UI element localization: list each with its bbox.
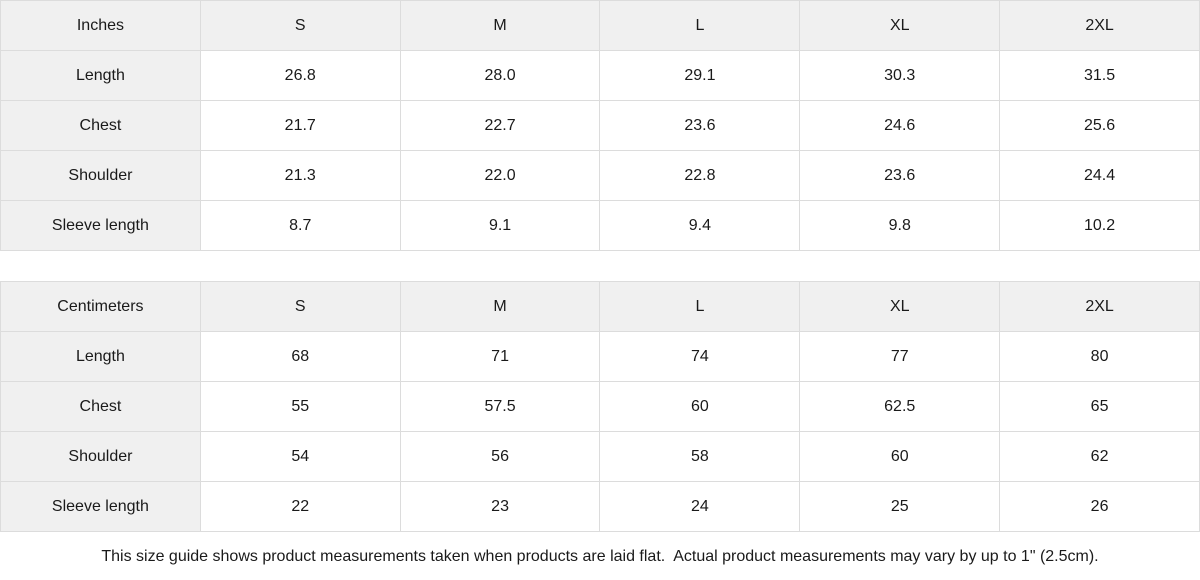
measurement-value-cell: 29.1 — [599, 50, 801, 101]
size-column-header: S — [199, 0, 401, 51]
measurement-value-cell: 9.8 — [799, 200, 1001, 251]
size-column-header: L — [599, 0, 801, 51]
measurement-value-cell: 24.6 — [799, 100, 1001, 151]
size-header-row: Inches S M L XL 2XL — [0, 0, 1200, 51]
measurement-value-cell: 68 — [199, 331, 401, 382]
measurement-value-cell: 30.3 — [799, 50, 1001, 101]
measurement-value-cell: 31.5 — [999, 50, 1200, 101]
measurement-value-cell: 10.2 — [999, 200, 1200, 251]
size-column-header: L — [599, 281, 801, 332]
unit-header-cell: Inches — [0, 0, 201, 51]
table-row: Length 26.8 28.0 29.1 30.3 31.5 — [0, 50, 1200, 101]
measurement-value-cell: 22.0 — [399, 150, 601, 201]
measurement-value-cell: 77 — [799, 331, 1001, 382]
measurement-value-cell: 62.5 — [799, 381, 1001, 432]
measurement-label-cell: Shoulder — [0, 431, 201, 482]
table-row: Shoulder 21.3 22.0 22.8 23.6 24.4 — [0, 150, 1200, 201]
measurement-value-cell: 24 — [599, 481, 801, 532]
size-column-header: S — [199, 281, 401, 332]
measurement-value-cell: 58 — [599, 431, 801, 482]
unit-header-cell: Centimeters — [0, 281, 201, 332]
measurement-value-cell: 21.3 — [199, 150, 401, 201]
size-table-inches: Inches S M L XL 2XL Length 26.8 28.0 29.1 30.3 31.5… — [0, 0, 1200, 251]
measurement-value-cell: 80 — [999, 331, 1200, 382]
table-row: Chest 21.7 22.7 23.6 24.6 25.6 — [0, 100, 1200, 151]
measurement-value-cell: 26.8 — [199, 50, 401, 101]
measurement-value-cell: 60 — [799, 431, 1001, 482]
size-header-row: Centimeters S M L XL 2XL — [0, 281, 1200, 332]
size-column-header: XL — [799, 281, 1001, 332]
measurement-value-cell: 22.8 — [599, 150, 801, 201]
measurement-label-cell: Chest — [0, 381, 201, 432]
measurement-value-cell: 23.6 — [599, 100, 801, 151]
measurement-value-cell: 22.7 — [399, 100, 601, 151]
measurement-value-cell: 71 — [399, 331, 601, 382]
measurement-value-cell: 57.5 — [399, 381, 601, 432]
measurement-value-cell: 21.7 — [199, 100, 401, 151]
size-column-header: 2XL — [999, 0, 1200, 51]
measurement-label-cell: Chest — [0, 100, 201, 151]
table-row: Sleeve length 8.7 9.1 9.4 9.8 10.2 — [0, 200, 1200, 251]
measurement-value-cell: 24.4 — [999, 150, 1200, 201]
measurement-label-cell: Length — [0, 50, 201, 101]
table-row: Shoulder 54 56 58 60 62 — [0, 431, 1200, 482]
table-gap — [0, 251, 1200, 281]
size-column-header: XL — [799, 0, 1001, 51]
measurement-label-cell: Length — [0, 331, 201, 382]
measurement-value-cell: 25 — [799, 481, 1001, 532]
measurement-label-cell: Sleeve length — [0, 200, 201, 251]
measurement-label-cell: Sleeve length — [0, 481, 201, 532]
measurement-value-cell: 62 — [999, 431, 1200, 482]
measurement-value-cell: 74 — [599, 331, 801, 382]
table-row: Length 68 71 74 77 80 — [0, 331, 1200, 382]
footer-note: This size guide shows product measuremen… — [0, 532, 1200, 580]
measurement-value-cell: 26 — [999, 481, 1200, 532]
measurement-value-cell: 65 — [999, 381, 1200, 432]
measurement-value-cell: 23.6 — [799, 150, 1001, 201]
measurement-value-cell: 22 — [199, 481, 401, 532]
measurement-value-cell: 28.0 — [399, 50, 601, 101]
size-column-header: M — [399, 0, 601, 51]
measurement-value-cell: 9.4 — [599, 200, 801, 251]
table-row: Chest 55 57.5 60 62.5 65 — [0, 381, 1200, 432]
measurement-value-cell: 54 — [199, 431, 401, 482]
table-row: Sleeve length 22 23 24 25 26 — [0, 481, 1200, 532]
measurement-value-cell: 55 — [199, 381, 401, 432]
measurement-value-cell: 60 — [599, 381, 801, 432]
measurement-value-cell: 23 — [399, 481, 601, 532]
measurement-value-cell: 25.6 — [999, 100, 1200, 151]
measurement-value-cell: 8.7 — [199, 200, 401, 251]
measurement-value-cell: 9.1 — [399, 200, 601, 251]
measurement-label-cell: Shoulder — [0, 150, 201, 201]
size-table-centimeters: Centimeters S M L XL 2XL Length 68 71 74 77 80 Chest… — [0, 281, 1200, 532]
measurement-value-cell: 56 — [399, 431, 601, 482]
size-column-header: M — [399, 281, 601, 332]
size-column-header: 2XL — [999, 281, 1200, 332]
